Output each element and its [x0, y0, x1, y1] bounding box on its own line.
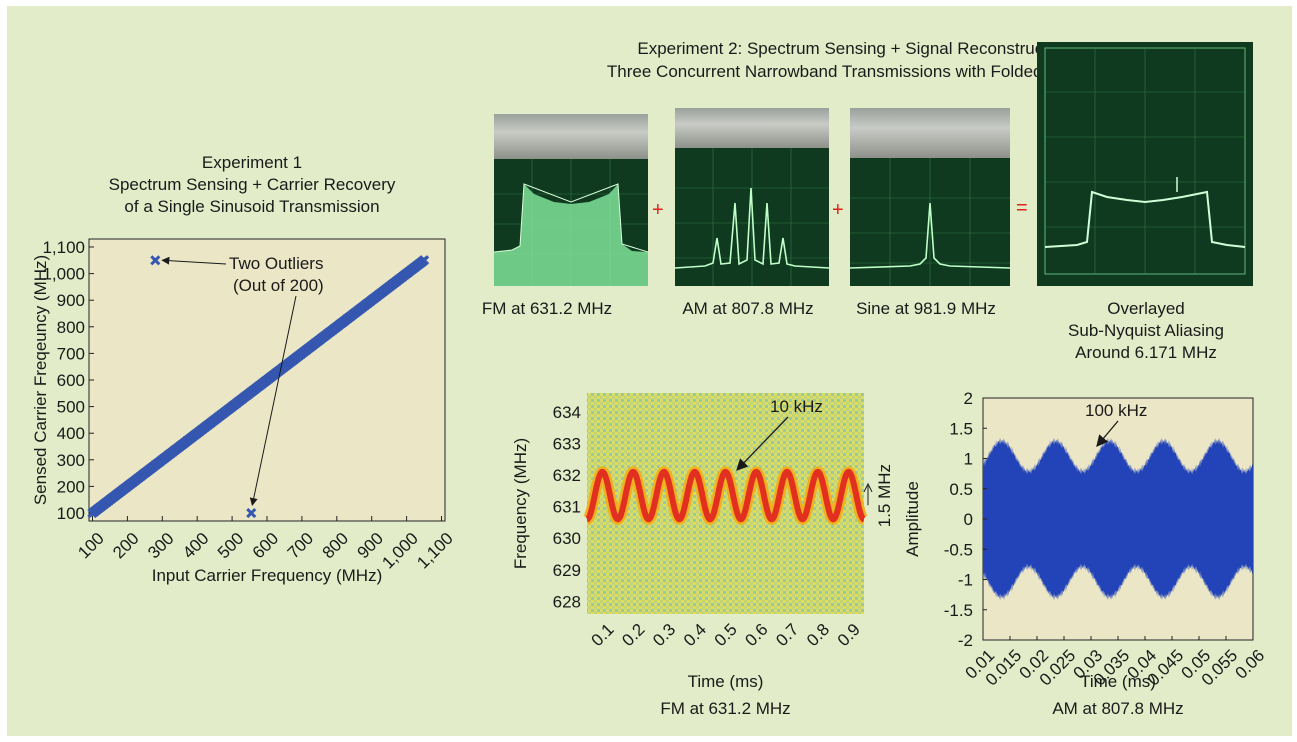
- annotation-10khz: 10 kHz: [770, 397, 823, 416]
- y-tick-label: 628: [553, 592, 581, 611]
- exp2-title-line1: Experiment 2: Spectrum Sensing + Signal …: [637, 39, 1071, 58]
- x-axis-label: Input Carrier Frequency (MHz): [152, 566, 383, 585]
- y-tick-label: 1.5: [949, 419, 973, 438]
- outlier-annotation-line1: Two Outliers: [229, 254, 323, 273]
- caption-sine: Sine at 981.9 MHz: [856, 299, 996, 318]
- chart-caption: AM at 807.8 MHz: [1052, 699, 1183, 718]
- x-axis-label: Time (ms): [1080, 672, 1156, 691]
- caption-overlay-line3: Around 6.171 MHz: [1075, 343, 1217, 362]
- outlier-annotation-line2: (Out of 200): [233, 276, 324, 295]
- exp1-title-line3: of a Single Sinusoid Transmission: [124, 197, 380, 216]
- y-tick-label: 2: [964, 389, 973, 408]
- annotation-span: 1.5 MHz: [875, 464, 894, 527]
- plus-operator-1: +: [652, 199, 664, 221]
- x-axis-label: Time (ms): [688, 672, 764, 691]
- exp1-title-line2: Spectrum Sensing + Carrier Recovery: [108, 175, 396, 194]
- x-tick-label: 0.06: [1231, 646, 1268, 683]
- y-tick-label: 634: [553, 403, 581, 422]
- y-tick-label: -1.5: [944, 601, 973, 620]
- plus-operator-2: +: [832, 199, 844, 221]
- annotation-arrow: [1096, 420, 1119, 447]
- equals-operator: =: [1016, 197, 1028, 219]
- y-tick-label: 900: [57, 291, 85, 310]
- sine-spectrum-photo: [850, 108, 1010, 286]
- am-signal-area: [983, 437, 1253, 601]
- y-tick-label: 1: [964, 450, 973, 469]
- caption-fm: FM at 631.2 MHz: [481, 299, 613, 318]
- annotation-arrow: [736, 416, 789, 471]
- caption-am: AM at 807.8 MHz: [682, 299, 814, 318]
- span-arrow-up: [863, 482, 873, 493]
- annotation-arrow: [161, 256, 227, 265]
- y-tick-label: -0.5: [944, 540, 973, 559]
- y-tick-label: 500: [57, 398, 85, 417]
- y-axis-label: Sensed Carrier Freqeuncy (MHz): [31, 255, 50, 505]
- y-tick-label: 631: [553, 498, 581, 517]
- y-tick-label: 400: [57, 424, 85, 443]
- caption-overlay-line1: Overlayed: [1107, 299, 1185, 318]
- y-tick-label: 200: [57, 477, 85, 496]
- outlier-point: [150, 255, 161, 266]
- y-tick-label: -1: [958, 571, 973, 590]
- y-axis-label: Amplitude: [903, 481, 922, 557]
- y-tick-label: 700: [57, 344, 85, 363]
- caption-overlay-line2: Sub-Nyquist Aliasing: [1068, 321, 1224, 340]
- exp1-title-line1: Experiment 1: [201, 153, 303, 172]
- y-tick-label: 629: [553, 561, 581, 580]
- y-tick-label: 632: [553, 466, 581, 485]
- plot-area: [587, 393, 864, 614]
- y-tick-label: 0: [964, 510, 973, 529]
- annotation-100khz: 100 kHz: [1085, 401, 1147, 420]
- y-axis-label: Frequency (MHz): [511, 438, 530, 569]
- fm-spectrum-photo: [494, 114, 648, 286]
- y-tick-label: 0.5: [949, 480, 973, 499]
- data-point: [418, 255, 430, 266]
- fm-trace: [585, 468, 866, 523]
- annotation-arrow: [249, 295, 297, 506]
- overlay-spectrum-photo: [1037, 42, 1253, 286]
- y-tick-label: 300: [57, 451, 85, 470]
- y-tick-label: 1,100: [42, 238, 85, 257]
- y-tick-label: 1,000: [42, 265, 85, 284]
- exp2-title-line2: Three Concurrent Narrowband Transmission…: [606, 62, 1102, 81]
- y-tick-label: 800: [57, 318, 85, 337]
- y-tick-label: -2: [958, 631, 973, 650]
- y-tick-label: 630: [553, 529, 581, 548]
- am-spectrum-photo: [675, 108, 829, 286]
- y-tick-label: 600: [57, 371, 85, 390]
- outlier-point: [246, 507, 257, 519]
- chart-caption: FM at 631.2 MHz: [660, 699, 790, 718]
- y-tick-label: 100: [57, 504, 85, 523]
- y-tick-label: 633: [553, 435, 581, 454]
